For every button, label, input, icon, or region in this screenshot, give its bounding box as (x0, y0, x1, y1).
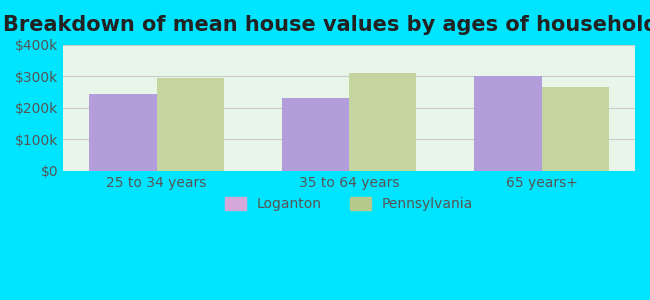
Bar (89, 94, 157, 171)
Legend: Loganton, Pennsylvania: Loganton, Pennsylvania (220, 192, 478, 217)
Bar (281, 98, 349, 171)
Bar (157, 78, 224, 171)
Bar (541, 87, 609, 171)
Bar (349, 73, 417, 171)
Bar (474, 76, 541, 171)
Title: Breakdown of mean house values by ages of householders: Breakdown of mean house values by ages o… (3, 15, 650, 35)
